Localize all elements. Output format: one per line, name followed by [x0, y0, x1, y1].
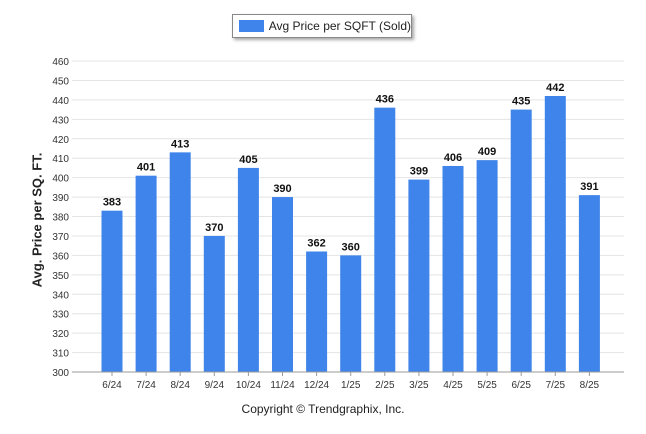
copyright-text: Copyright © Trendgraphix, Inc.	[241, 402, 405, 416]
y-tick-label: 390	[52, 193, 69, 204]
x-tick-label: 8/25	[580, 380, 600, 391]
data-label: 399	[410, 166, 428, 178]
data-label: 442	[546, 82, 564, 94]
bar	[442, 165, 464, 372]
legend-label: Avg Price per SQFT (Sold)	[268, 19, 411, 33]
y-tick-label: 300	[52, 368, 69, 379]
data-label: 362	[307, 237, 325, 249]
y-tick-label: 430	[52, 115, 69, 126]
x-tick-label: 9/24	[205, 380, 225, 391]
data-label: 435	[512, 96, 530, 108]
x-tick-label: 6/24	[102, 380, 122, 391]
y-tick-label: 460	[52, 57, 69, 68]
y-tick-label: 330	[52, 310, 69, 321]
y-tick-label: 400	[52, 174, 69, 185]
bar	[272, 197, 293, 372]
x-tick-label: 2/25	[375, 380, 395, 391]
x-tick-label: 11/24	[270, 380, 295, 391]
y-tick-label: 360	[52, 251, 69, 262]
x-tick-label: 1/25	[341, 380, 361, 391]
data-label: 370	[205, 222, 223, 234]
y-axis-label: Avg. Price per SQ. FT.	[29, 152, 45, 288]
bar	[135, 175, 157, 372]
y-tick-label: 350	[52, 271, 69, 282]
legend-swatch	[239, 20, 264, 32]
y-tick-label: 410	[52, 154, 69, 165]
x-tick-label: 12/24	[304, 380, 329, 391]
x-tick-label: 6/25	[511, 380, 531, 391]
bar	[203, 235, 225, 372]
bar	[169, 152, 191, 372]
y-tick-label: 320	[52, 329, 69, 340]
bar	[544, 95, 566, 373]
data-label: 401	[137, 162, 155, 174]
y-tick-label: 370	[52, 232, 69, 243]
bar	[476, 160, 498, 372]
x-tick-label: 7/24	[136, 380, 156, 391]
bar	[578, 195, 600, 372]
x-tick-label: 3/25	[409, 380, 429, 391]
y-tick-label: 310	[52, 349, 69, 360]
y-tick-label: 440	[52, 96, 69, 107]
bar	[101, 210, 123, 372]
bar	[306, 251, 328, 372]
data-label: 391	[580, 181, 598, 193]
data-label: 409	[478, 146, 496, 158]
data-labels: 383 401 413 370 405 390 362 360 436 399 406 409 435 4…	[103, 82, 599, 253]
x-tick-label: 4/25	[443, 380, 463, 391]
data-label: 406	[444, 152, 462, 164]
data-label: 383	[103, 197, 121, 209]
legend: Avg Price per SQFT (Sold)	[232, 14, 412, 38]
y-tick-label: 340	[52, 290, 69, 301]
x-tick-label: 10/24	[236, 380, 261, 391]
data-label: 360	[342, 241, 360, 253]
x-tick-label: 7/25	[546, 380, 566, 391]
data-label: 413	[171, 138, 189, 150]
data-label: 405	[239, 154, 257, 166]
x-tick-label: 8/24	[170, 380, 190, 391]
bars	[101, 95, 600, 373]
bar	[340, 255, 362, 372]
y-tick-label: 380	[52, 213, 69, 224]
bar	[374, 107, 396, 373]
bar	[237, 167, 259, 372]
y-tick-label: 450	[52, 76, 69, 87]
y-axis-ticks: 300 310 320 330 340 350 360 370 380 390 400 410 420 4…	[52, 57, 69, 379]
bar	[408, 179, 430, 372]
data-label: 436	[376, 94, 394, 106]
y-tick-label: 420	[52, 135, 69, 146]
x-axis-ticks: 6/24 7/24 8/24 9/24 10/24 11/24 12/24 1/25 2/25 3…	[102, 372, 600, 391]
bar	[510, 109, 532, 372]
x-tick-label: 5/25	[477, 380, 497, 391]
data-label: 390	[273, 183, 291, 195]
